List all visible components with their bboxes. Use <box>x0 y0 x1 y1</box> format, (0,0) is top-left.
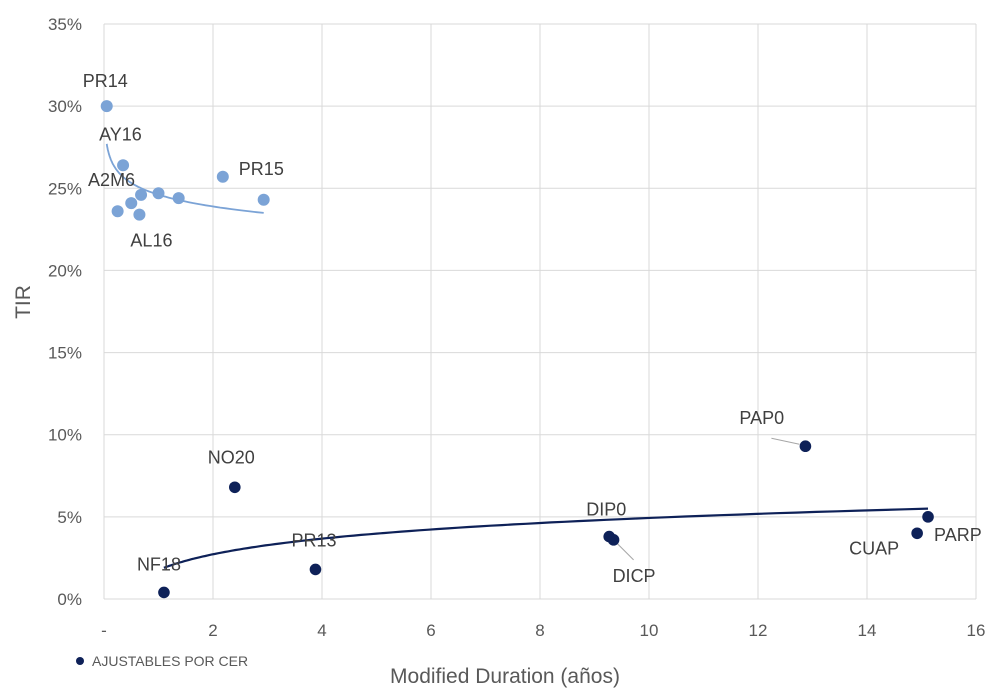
point-cer <box>309 563 322 576</box>
point-cer <box>799 440 812 453</box>
y-tick-label: 5% <box>57 508 82 527</box>
y-tick-label: 35% <box>48 15 82 34</box>
leader-line <box>771 437 800 445</box>
x-tick-label: 14 <box>858 621 877 640</box>
horizontal-gridlines <box>104 23 976 600</box>
point-cer <box>922 511 934 523</box>
x-tick-label: 16 <box>967 621 986 640</box>
y-tick-label: 25% <box>48 179 82 198</box>
point-label: PR15 <box>239 159 284 179</box>
x-tick-label: - <box>101 621 107 640</box>
y-tick-label: 15% <box>48 344 82 363</box>
trendline-cer <box>163 507 929 569</box>
point-dollar <box>135 188 148 201</box>
x-tick-label: 12 <box>749 621 768 640</box>
point-label: DICP <box>613 566 656 586</box>
trendline-dollar <box>105 143 264 214</box>
point-label: PAP0 <box>739 408 784 428</box>
point-cer <box>158 586 170 599</box>
x-tick-label: 4 <box>317 621 326 640</box>
point-label: A2M6 <box>88 170 135 190</box>
point-dollar <box>216 170 229 183</box>
legend: AJUSTABLES POR CER <box>76 653 248 669</box>
point-label: AL16 <box>130 231 172 251</box>
point-labels: PR14 AY16 A2M6 AL16 PR15 NF18 NO20 PR13 DIP0 DICP… <box>83 71 982 586</box>
point-label: PR13 <box>291 530 336 550</box>
vertical-gridlines <box>103 24 977 599</box>
point-dollar <box>152 187 165 200</box>
point-label: PARP <box>934 525 982 545</box>
y-tick-label: 20% <box>48 261 82 280</box>
y-axis-tick-labels: 0% 5% 10% 15% 20% 25% 30% 35% <box>48 15 82 609</box>
point-dollar <box>117 159 130 172</box>
point-dollar <box>111 205 124 218</box>
y-tick-label: 0% <box>57 590 82 609</box>
point-label: NF18 <box>137 554 181 574</box>
y-tick-label: 30% <box>48 97 82 116</box>
point-cer <box>607 534 620 546</box>
data-points <box>100 100 934 599</box>
point-dollar <box>100 100 113 113</box>
y-tick-label: 10% <box>48 426 82 445</box>
x-tick-label: 2 <box>208 621 217 640</box>
point-dollar <box>257 193 270 206</box>
leader-lines <box>617 437 800 561</box>
point-dollar <box>125 197 138 210</box>
leader-line <box>617 543 634 561</box>
x-tick-label: 8 <box>535 621 544 640</box>
point-dollar <box>172 192 185 205</box>
x-axis-tick-labels: - 2 4 6 8 10 12 14 16 <box>101 621 985 640</box>
legend-marker-cer <box>76 657 84 665</box>
x-tick-label: 10 <box>640 621 659 640</box>
trendlines <box>105 143 929 569</box>
point-cer <box>229 481 241 494</box>
point-cer <box>911 527 923 540</box>
point-label: DIP0 <box>586 500 626 520</box>
point-dollar <box>133 208 146 221</box>
y-axis-title: TIR <box>12 285 35 319</box>
point-label: PR14 <box>83 71 128 91</box>
point-label: NO20 <box>208 447 255 467</box>
legend-label-cer: AJUSTABLES POR CER <box>92 653 248 669</box>
x-tick-label: 6 <box>426 621 435 640</box>
point-label: AY16 <box>99 124 142 144</box>
point-label: CUAP <box>849 538 899 558</box>
x-axis-title: Modified Duration (años) <box>390 665 620 688</box>
